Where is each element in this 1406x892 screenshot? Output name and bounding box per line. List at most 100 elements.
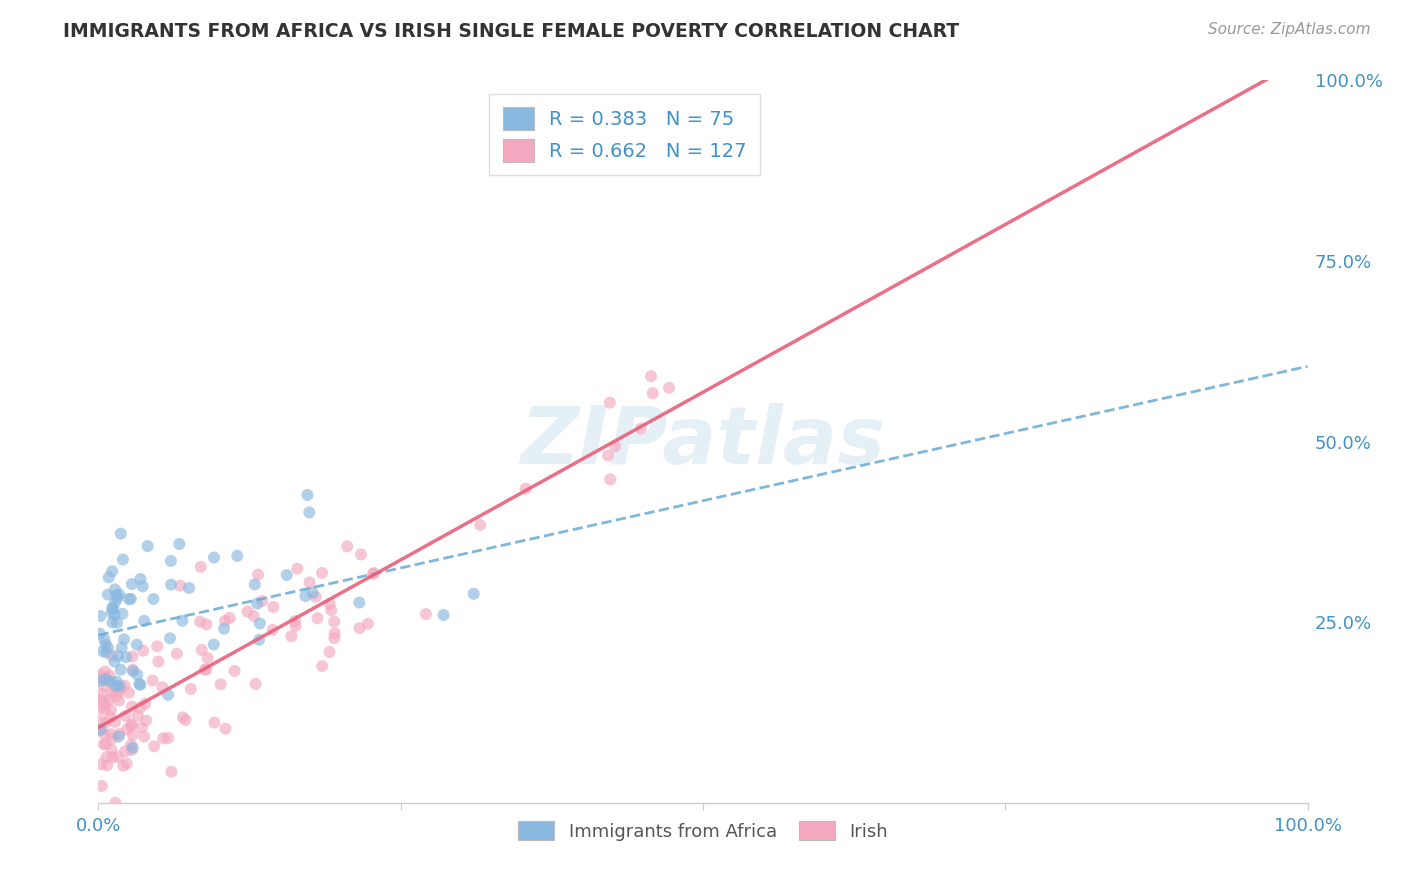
Point <box>108 693 131 707</box>
Point <box>177 581 200 595</box>
Point <box>180 681 202 696</box>
Point <box>129 678 152 692</box>
Point <box>246 597 269 611</box>
Point <box>218 611 240 625</box>
Point <box>249 616 271 631</box>
Point <box>247 567 270 582</box>
Point <box>262 623 284 637</box>
Point <box>114 679 136 693</box>
Point <box>121 663 143 677</box>
Text: ZIPatlas: ZIPatlas <box>520 402 886 481</box>
Point <box>311 659 333 673</box>
Point <box>100 742 122 756</box>
Point <box>603 439 626 453</box>
Point <box>157 688 180 702</box>
Point <box>214 722 236 736</box>
Point <box>121 728 143 742</box>
Point <box>121 577 143 591</box>
Point <box>224 664 246 678</box>
Point <box>318 645 340 659</box>
Point <box>121 699 143 714</box>
Point <box>243 577 266 591</box>
Point <box>93 727 115 741</box>
Point <box>262 600 284 615</box>
Point <box>105 690 128 704</box>
Point <box>323 626 346 640</box>
Point <box>105 674 128 689</box>
Point <box>432 607 454 622</box>
Point <box>202 550 225 565</box>
Point <box>361 566 384 581</box>
Point <box>121 743 143 757</box>
Point <box>90 723 112 737</box>
Text: IMMIGRANTS FROM AFRICA VS IRISH SINGLE FEMALE POVERTY CORRELATION CHART: IMMIGRANTS FROM AFRICA VS IRISH SINGLE F… <box>63 22 959 41</box>
Point <box>129 700 152 714</box>
Point <box>111 640 134 655</box>
Point <box>103 655 125 669</box>
Point <box>194 663 217 677</box>
Point <box>298 505 321 519</box>
Point <box>97 570 120 584</box>
Point <box>250 594 273 608</box>
Point <box>104 679 127 693</box>
Point <box>321 603 343 617</box>
Point <box>190 559 212 574</box>
Point <box>94 698 117 712</box>
Point <box>107 750 129 764</box>
Point <box>93 632 115 647</box>
Point <box>96 758 118 772</box>
Point <box>97 588 120 602</box>
Point <box>104 582 127 597</box>
Point <box>96 645 118 659</box>
Point <box>363 566 385 581</box>
Point <box>630 422 652 436</box>
Point <box>134 697 156 711</box>
Point <box>100 703 122 717</box>
Point <box>141 673 163 688</box>
Point <box>89 723 111 738</box>
Point <box>470 518 492 533</box>
Point <box>159 632 181 646</box>
Point <box>214 614 236 628</box>
Point <box>112 759 135 773</box>
Point <box>166 647 188 661</box>
Point <box>121 717 143 731</box>
Point <box>110 663 132 677</box>
Point <box>120 738 142 752</box>
Point <box>134 614 156 628</box>
Point <box>301 586 323 600</box>
Point <box>93 679 115 693</box>
Point <box>105 615 128 630</box>
Point <box>105 588 128 602</box>
Point <box>134 730 156 744</box>
Point <box>93 737 115 751</box>
Point <box>415 607 437 621</box>
Point <box>101 750 124 764</box>
Point <box>104 595 127 609</box>
Point <box>107 591 129 605</box>
Point <box>111 607 134 621</box>
Point <box>100 710 122 724</box>
Point <box>122 664 145 678</box>
Point <box>114 709 136 723</box>
Point <box>118 592 141 607</box>
Point <box>108 679 131 693</box>
Point <box>285 562 308 576</box>
Point <box>112 632 135 647</box>
Point <box>169 579 191 593</box>
Point <box>110 681 132 695</box>
Point <box>98 674 121 689</box>
Point <box>172 710 194 724</box>
Point <box>197 651 219 665</box>
Point <box>121 649 143 664</box>
Point <box>304 590 326 604</box>
Point <box>90 673 112 688</box>
Point <box>658 381 681 395</box>
Point <box>94 665 117 679</box>
Point <box>101 731 124 746</box>
Point <box>94 637 117 651</box>
Point <box>245 677 267 691</box>
Point <box>226 549 249 563</box>
Legend: Immigrants from Africa, Irish: Immigrants from Africa, Irish <box>510 814 896 848</box>
Point <box>209 677 232 691</box>
